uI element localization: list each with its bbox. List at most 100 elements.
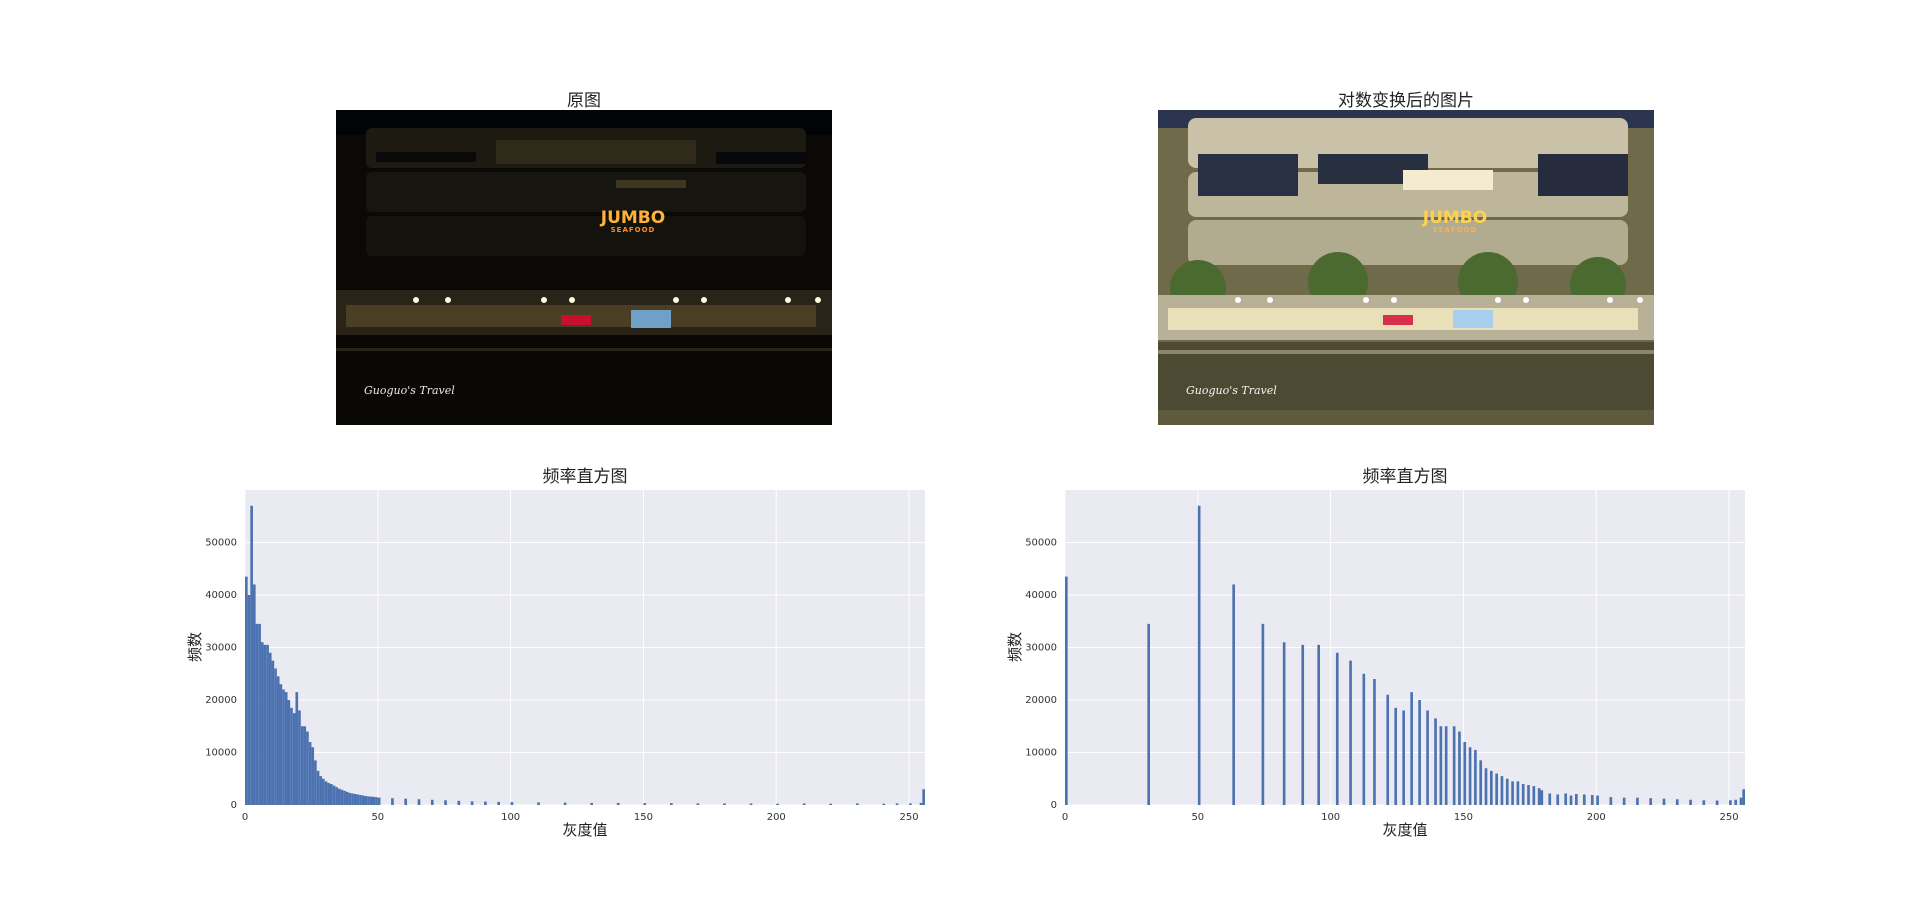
- histogram-bar: [1636, 797, 1639, 805]
- histogram-bar: [1335, 652, 1339, 805]
- histogram-bar: [322, 778, 325, 805]
- histogram-bar: [247, 595, 251, 805]
- histogram-bar: [271, 660, 275, 805]
- histogram-bar: [263, 644, 267, 805]
- histogram-bar: [1702, 800, 1706, 805]
- x-tick-label: 150: [634, 812, 653, 823]
- x-tick-label: 200: [767, 812, 786, 823]
- histogram-bar: [1458, 731, 1461, 805]
- histogram-bar: [922, 789, 925, 805]
- histogram-bar: [314, 760, 317, 805]
- histogram-bar: [1649, 798, 1653, 805]
- histogram-bar: [776, 803, 779, 805]
- histogram-bar: [290, 707, 293, 805]
- histogram-bar: [1452, 726, 1456, 805]
- histogram-bar: [563, 802, 567, 805]
- histogram-bar: [1511, 781, 1514, 805]
- histogram-bar: [372, 796, 376, 805]
- histogram-bar: [1537, 788, 1541, 805]
- histogram-bar: [245, 576, 248, 805]
- histogram-bar: [1434, 718, 1437, 805]
- histogram-bar: [343, 790, 346, 805]
- histogram-bar: [1582, 794, 1586, 805]
- histogram-bar: [1394, 707, 1398, 805]
- histogram-bar: [369, 796, 373, 805]
- histogram-bar: [282, 689, 285, 805]
- histogram-bar: [351, 793, 354, 805]
- histogram-bar: [855, 803, 859, 805]
- histogram-bar: [1495, 773, 1498, 805]
- histogram-bar: [1742, 789, 1745, 805]
- histogram-bar: [1410, 692, 1413, 805]
- histogram-bar: [316, 770, 320, 805]
- seafood-sign: SEAFOOD: [611, 226, 656, 234]
- histogram-bar: [1232, 584, 1235, 805]
- histogram-bar: [1548, 793, 1552, 805]
- histogram-bar: [1301, 644, 1305, 805]
- histogram-bar: [308, 742, 312, 805]
- histogram-bar: [497, 801, 500, 805]
- histogram-bar: [287, 700, 291, 805]
- histogram-chart-log: 频率直方图 0 50 100 150 200 250 0 10000 20000 30000 400…: [1006, 467, 1745, 839]
- histogram-bar: [1426, 710, 1429, 805]
- histogram-bar: [1444, 726, 1448, 805]
- histogram-bar: [1147, 623, 1150, 805]
- histogram-bar: [306, 731, 309, 805]
- histogram-bar: [895, 803, 899, 805]
- seafood-sign-log: SEAFOOD: [1433, 226, 1478, 234]
- histogram-bar: [404, 798, 408, 805]
- histogram-bar: [311, 747, 315, 805]
- x-tick-label: 200: [1587, 812, 1606, 823]
- histogram-bar: [1734, 799, 1738, 805]
- histogram-bar: [1490, 770, 1493, 805]
- x-axis-label: 灰度值: [562, 821, 607, 839]
- x-tick-label: 50: [1191, 812, 1204, 823]
- chart-title: 频率直方图: [1363, 467, 1448, 487]
- y-tick-label: 30000: [1025, 643, 1057, 654]
- histogram-bar: [1468, 747, 1472, 805]
- histogram-bar: [1373, 679, 1376, 805]
- histogram-bar: [1532, 786, 1536, 805]
- watermark-text-log: Guoguo's Travel: [1186, 384, 1277, 397]
- y-tick-label: 10000: [205, 748, 237, 759]
- histogram-bar: [1479, 760, 1483, 805]
- histogram-bar: [723, 803, 726, 805]
- histogram-bar: [375, 797, 378, 805]
- y-tick-label: 0: [1051, 800, 1057, 811]
- histogram-bar: [670, 803, 673, 805]
- histogram-bar: [643, 803, 647, 805]
- histogram-bar: [1556, 794, 1560, 805]
- histogram-bar: [391, 798, 394, 805]
- histogram-bar: [332, 785, 336, 805]
- chart-title: 频率直方图: [543, 467, 628, 487]
- histogram-bar: [255, 623, 259, 805]
- histogram-bar: [1065, 576, 1068, 805]
- histogram-bar: [1662, 798, 1666, 805]
- histogram-bar: [430, 799, 434, 805]
- histogram-bar: [444, 800, 447, 805]
- histogram-bar: [337, 788, 341, 805]
- log-image-title: 对数变换后的图片: [1338, 91, 1474, 111]
- histogram-bar: [802, 803, 806, 805]
- jumbo-sign-log: JUMBO: [1422, 208, 1487, 228]
- histogram-chart-original: 频率直方图 0 50 100 150 200 250 0 10000 20000 30000 400…: [186, 467, 925, 839]
- histogram-bar: [327, 782, 330, 805]
- histogram-bar: [1564, 793, 1568, 805]
- histogram-bar: [829, 803, 833, 805]
- histogram-bar: [279, 684, 283, 805]
- x-axis-label: 灰度值: [1382, 821, 1427, 839]
- histogram-bar: [470, 801, 474, 805]
- histogram-bar: [250, 505, 253, 805]
- y-tick-label: 0: [231, 800, 237, 811]
- histogram-bar: [295, 692, 299, 805]
- y-tick-label: 20000: [205, 695, 237, 706]
- histogram-bar: [276, 676, 280, 805]
- histogram-bar: [348, 792, 352, 805]
- histogram-bar: [303, 726, 307, 805]
- histogram-bar: [1197, 505, 1201, 805]
- histogram-bar: [319, 776, 323, 805]
- x-tick-label: 0: [1062, 812, 1068, 823]
- histogram-bar: [1474, 749, 1477, 805]
- histogram-bar: [1609, 797, 1613, 805]
- histogram-bar: [1689, 799, 1692, 805]
